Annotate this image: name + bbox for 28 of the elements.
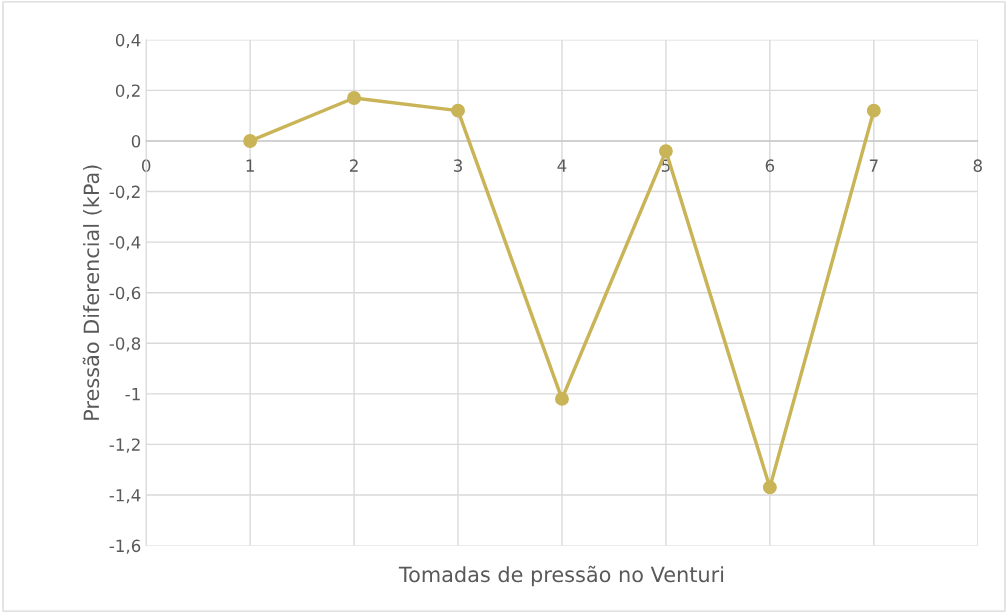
y-tick-label: 0,2 (115, 84, 140, 99)
point (762, 480, 777, 495)
y-tick-label: -0,8 (109, 337, 141, 352)
y-tick-label: -1,6 (109, 539, 141, 554)
x-tick-label: 1 (246, 159, 254, 172)
point (555, 391, 569, 406)
point (243, 134, 258, 148)
point (451, 103, 465, 118)
x-tick-label: 3 (453, 159, 462, 172)
x-tick-label: 8 (973, 159, 982, 172)
y-tick-label: -1,2 (109, 438, 140, 453)
y-tick-label: 0,4 (115, 33, 141, 49)
y-tick-label: -1 (125, 388, 140, 401)
point (866, 103, 881, 118)
y-axis-title: Pressão Diferencial (kPa) (82, 165, 102, 420)
x-axis-title: Tomadas de pressão no Venturi (398, 565, 724, 587)
x-tick-label: 2 (349, 159, 358, 172)
x-tick-label: 0 (141, 159, 151, 172)
point (347, 91, 362, 105)
y-tick-label: -0,2 (109, 185, 140, 200)
y-tick-label: 0 (131, 134, 141, 148)
point (658, 144, 673, 159)
x-tick-label: 4 (557, 159, 567, 172)
y-tick-label: -1,4 (109, 489, 141, 504)
y-tick-label: -0,4 (109, 236, 141, 251)
y-tick-label: -0,6 (109, 286, 141, 301)
x-tick-label: 7 (869, 159, 878, 172)
x-tick-label: 6 (765, 159, 775, 172)
